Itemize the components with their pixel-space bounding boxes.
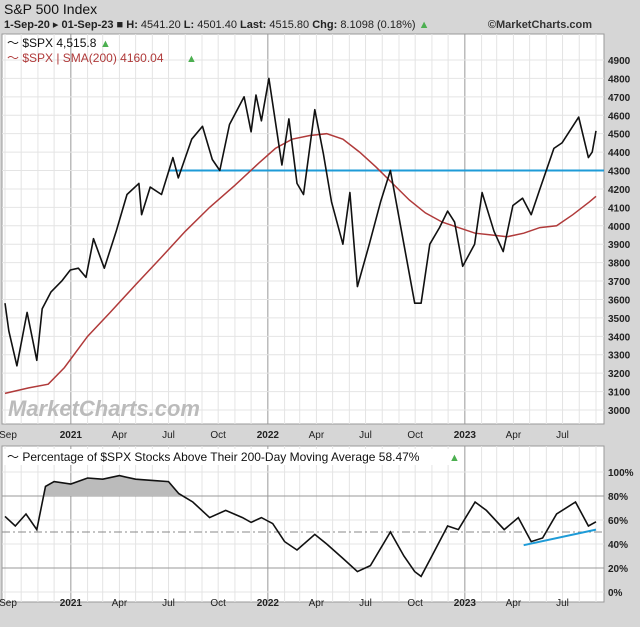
y-tick-label: 3200 [608,369,631,380]
percent-above-200dma-line [4,474,597,578]
last-value: 4515.80 [269,19,310,31]
range-end: 01-Sep-23 [61,19,114,31]
y-tick-label: 3600 [608,295,631,306]
last-label: Last: [240,19,267,31]
y-tick-label: 80% [608,492,628,503]
y-tick-label: 3000 [608,406,631,417]
watermark: MarketCharts.com [8,396,200,421]
y-tick-label: 4000 [608,222,631,233]
y-tick-label: 4600 [608,111,631,122]
y-tick-label: 4500 [608,130,631,141]
lower-legend-bg [4,449,464,465]
lower-panel-title: 〜 Percentage of $SPX Stocks Above Their … [7,450,420,464]
y-tick-label: 0% [608,588,623,599]
chg-label: Chg: [312,19,338,31]
y-tick-label: 100% [608,468,634,479]
high-value: 4541.20 [140,19,181,31]
y-tick-label: 3100 [608,388,631,399]
y-tick-label: 4800 [608,74,631,85]
y-tick-label: 4300 [608,167,631,178]
up-arrow-icon: ▲ [100,38,111,50]
price-info-bar: 1-Sep-20 ▸ 01-Sep-23 ■ H: 4541.20 L: 450… [4,19,430,31]
x-tick-label: Oct [210,430,226,441]
up-arrow-icon: ▲ [186,53,197,65]
x-tick-label: Jul [359,430,372,441]
x-tick-label: 2022 [257,430,280,441]
lower-x-tick-label: Oct [210,598,226,609]
x-tick-label: 2023 [454,430,477,441]
x-tick-label: Jul [556,430,569,441]
copyright: ©MarketCharts.com [487,19,592,31]
x-tick-label: 2021 [60,430,83,441]
y-tick-label: 4700 [608,93,631,104]
chart-title: S&P 500 Index [4,1,98,17]
x-tick-label: Jul [162,430,175,441]
y-tick-label: 3800 [608,259,631,270]
y-tick-label: 20% [608,564,628,575]
chg-value: 8.1098 (0.18%) [340,19,416,31]
y-tick-label: 4100 [608,203,631,214]
y-tick-label: 3300 [608,351,631,362]
sma200-line [4,132,597,395]
y-tick-label: 3700 [608,277,631,288]
lower-x-tick-label: Jul [556,598,569,609]
y-tick-label: 3400 [608,332,631,343]
legend-entry: 〜 $SPX 4,515.8 [7,36,97,50]
trendline [523,528,597,547]
x-tick-label: Sep [0,430,17,441]
up-arrow-icon: ▲ [449,452,460,464]
y-tick-label: 60% [608,516,628,527]
low-value: 4501.40 [197,19,237,31]
y-tick-label: 3500 [608,314,631,325]
lower-x-tick-label: Jul [162,598,175,609]
lower-x-tick-label: Apr [309,598,325,609]
lower-x-tick-label: Jul [359,598,372,609]
legend-entry: 〜 $SPX | SMA(200) 4160.04 [7,51,164,65]
y-tick-label: 3900 [608,240,631,251]
y-tick-label: 4900 [608,56,631,67]
lower-x-tick-label: 2021 [60,598,83,609]
lower-x-tick-label: 2022 [257,598,280,609]
x-tick-label: Oct [407,430,423,441]
lower-x-tick-label: Apr [112,598,128,609]
lower-x-tick-label: Apr [506,598,522,609]
y-tick-label: 40% [608,540,628,551]
y-tick-label: 4200 [608,185,631,196]
y-tick-label: 4400 [608,148,631,159]
range-start: 1-Sep-20 [4,19,50,31]
high-label: H: [126,19,138,31]
x-tick-label: Apr [112,430,128,441]
lower-x-tick-label: Oct [407,598,423,609]
x-tick-label: Apr [506,430,522,441]
spx-price-line [4,77,597,367]
lower-x-tick-label: 2023 [454,598,477,609]
x-tick-label: Apr [309,430,325,441]
low-label: L: [183,19,195,31]
lower-x-tick-label: Sep [0,598,17,609]
up-arrow-icon: ▲ [418,19,430,31]
